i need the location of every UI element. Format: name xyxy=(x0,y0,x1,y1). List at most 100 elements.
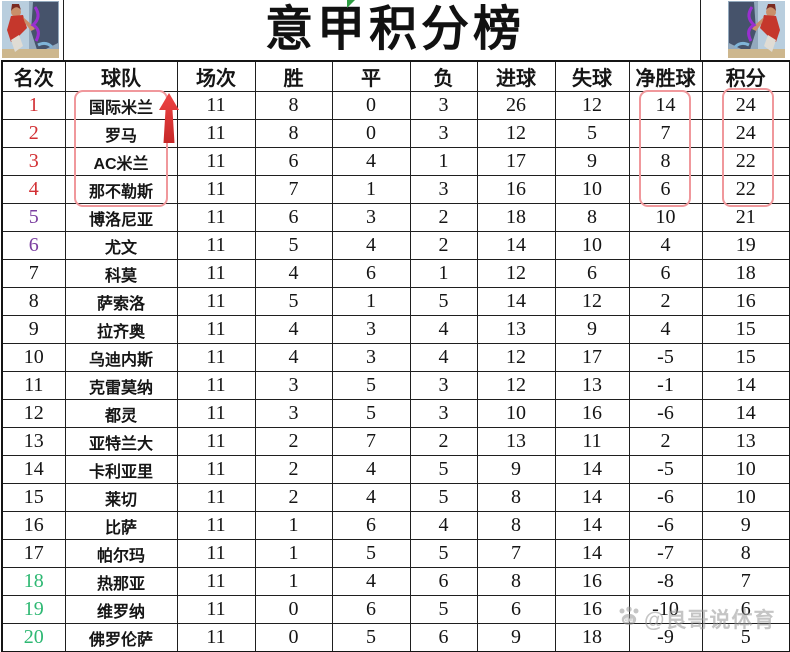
table-row: 9 拉齐奥 11 4 3 4 13 9 4 15 xyxy=(1,315,790,344)
table-row: 3 AC米兰 11 6 4 1 17 9 8 22 xyxy=(1,147,790,176)
cell-drawn: 3 xyxy=(331,203,411,232)
header-row: 名次 球队 场次胜平负进球 失球 净胜球 积分 xyxy=(1,60,790,92)
cell-drawn: 3 xyxy=(331,343,411,372)
cell-goals-against: 16 xyxy=(554,595,630,624)
cell-won: 8 xyxy=(254,119,333,148)
cell-won: 5 xyxy=(254,287,333,316)
cell-goal-diff: -6 xyxy=(628,511,703,540)
cell-rank: 20 xyxy=(1,623,66,652)
cell-rank: 8 xyxy=(1,287,66,316)
cell-rank: 6 xyxy=(1,231,66,260)
cell-team: 比萨 xyxy=(64,511,178,540)
cell-won: 3 xyxy=(254,399,333,428)
cell-goals-for: 14 xyxy=(476,287,556,316)
cell-goals-against: 12 xyxy=(554,287,630,316)
cell-points: 10 xyxy=(701,483,790,512)
cell-won: 1 xyxy=(254,511,333,540)
cell-team: 罗马 xyxy=(64,119,178,148)
cell-team: 拉齐奥 xyxy=(64,315,178,344)
cell-drawn: 5 xyxy=(331,399,411,428)
cell-drawn: 1 xyxy=(331,287,411,316)
cell-played: 11 xyxy=(176,455,256,484)
cell-played: 11 xyxy=(176,287,256,316)
cell-lost: 3 xyxy=(409,119,478,148)
cell-points: 7 xyxy=(701,567,790,596)
cell-rank: 7 xyxy=(1,259,66,288)
cell-goals-for: 16 xyxy=(476,175,556,204)
cell-drawn: 6 xyxy=(331,259,411,288)
cell-lost: 1 xyxy=(409,259,478,288)
cell-goals-for: 12 xyxy=(476,343,556,372)
cell-goal-diff: -7 xyxy=(628,539,703,568)
cell-goals-for: 18 xyxy=(476,203,556,232)
cell-drawn: 4 xyxy=(331,455,411,484)
cell-lost: 2 xyxy=(409,231,478,260)
cell-goals-against: 12 xyxy=(554,91,630,120)
cell-won: 6 xyxy=(254,203,333,232)
cell-goal-diff: 6 xyxy=(628,175,703,204)
cell-goal-diff: 2 xyxy=(628,427,703,456)
column-header: 失球 xyxy=(554,60,630,92)
cell-goal-diff: 10 xyxy=(628,203,703,232)
cell-played: 11 xyxy=(176,427,256,456)
cell-rank: 5 xyxy=(1,203,66,232)
cell-goal-diff: -6 xyxy=(628,483,703,512)
cell-played: 11 xyxy=(176,539,256,568)
cell-goals-for: 13 xyxy=(476,315,556,344)
cell-goals-for: 26 xyxy=(476,91,556,120)
cell-goals-for: 8 xyxy=(476,567,556,596)
table-row: 13 亚特兰大 11 2 7 2 13 11 2 13 xyxy=(1,427,790,456)
cell-won: 0 xyxy=(254,595,333,624)
cell-team: 亚特兰大 xyxy=(64,427,178,456)
cell-played: 11 xyxy=(176,315,256,344)
cell-rank: 16 xyxy=(1,511,66,540)
cell-drawn: 5 xyxy=(331,539,411,568)
cell-team: 莱切 xyxy=(64,483,178,512)
column-header: 场次 xyxy=(176,60,256,92)
cell-team: 维罗纳 xyxy=(64,595,178,624)
cell-played: 11 xyxy=(176,147,256,176)
cell-played: 11 xyxy=(176,91,256,120)
cell-lost: 3 xyxy=(409,91,478,120)
cell-points: 13 xyxy=(701,427,790,456)
table-row: 7 科莫 11 4 6 1 12 6 6 18 xyxy=(1,259,790,288)
cell-points: 14 xyxy=(701,399,790,428)
cell-won: 7 xyxy=(254,175,333,204)
cell-lost: 6 xyxy=(409,623,478,652)
cell-team: AC米兰 xyxy=(64,147,178,176)
cell-drawn: 4 xyxy=(331,567,411,596)
table-row: 2 罗马 11 8 0 3 12 5 7 24 xyxy=(1,119,790,148)
cell-goal-diff: -1 xyxy=(628,371,703,400)
cell-won: 0 xyxy=(254,623,333,652)
cell-team: 热那亚 xyxy=(64,567,178,596)
table-row: 17 帕尔玛 11 1 5 5 7 14 -7 8 xyxy=(1,539,790,568)
cell-drawn: 6 xyxy=(331,595,411,624)
cell-drawn: 4 xyxy=(331,147,411,176)
cell-goal-diff: 4 xyxy=(628,315,703,344)
table-row: 10 乌迪内斯 11 4 3 4 12 17 -5 15 xyxy=(1,343,790,372)
cell-lost: 2 xyxy=(409,203,478,232)
cell-goals-against: 9 xyxy=(554,315,630,344)
cell-rank: 4 xyxy=(1,175,66,204)
cell-team: 国际米兰 xyxy=(64,91,178,120)
cell-goals-against: 16 xyxy=(554,399,630,428)
cell-won: 2 xyxy=(254,455,333,484)
cell-goals-against: 10 xyxy=(554,175,630,204)
cell-won: 4 xyxy=(254,315,333,344)
cell-points: 24 xyxy=(701,91,790,120)
cell-points: 22 xyxy=(701,147,790,176)
cell-played: 11 xyxy=(176,623,256,652)
cell-won: 1 xyxy=(254,567,333,596)
cell-drawn: 7 xyxy=(331,427,411,456)
cell-rank: 13 xyxy=(1,427,66,456)
cell-team: 都灵 xyxy=(64,399,178,428)
cell-won: 6 xyxy=(254,147,333,176)
cell-played: 11 xyxy=(176,203,256,232)
cell-lost: 5 xyxy=(409,483,478,512)
column-header: 胜 xyxy=(254,60,333,92)
cell-goals-against: 10 xyxy=(554,231,630,260)
cell-goals-against: 11 xyxy=(554,427,630,456)
cell-lost: 4 xyxy=(409,343,478,372)
cell-played: 11 xyxy=(176,399,256,428)
column-header: 进球 xyxy=(476,60,556,92)
